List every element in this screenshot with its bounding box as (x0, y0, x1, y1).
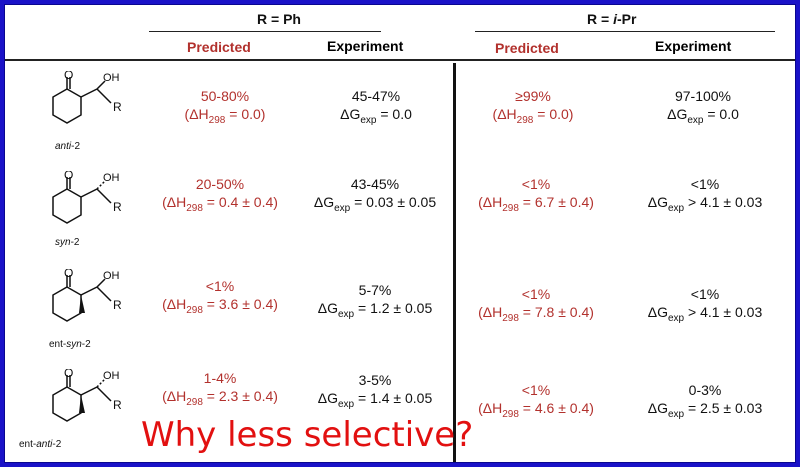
oxygen-atom: O (64, 269, 73, 280)
ph-predicted-row1: 50-80% (ΔH298 = 0.0) (184, 88, 266, 126)
ipr-predicted-row2: <1% (ΔH298 = 6.7 ± 0.4) (478, 176, 594, 214)
molecule-anti-2: O OH R (52, 71, 122, 124)
ph-predicted-row4: 1-4% (ΔH298 = 2.3 ± 0.4) (162, 370, 278, 408)
group-underline-ipr (475, 31, 775, 32)
molecule-syn-2: O OH R (52, 171, 122, 224)
oxygen-atom: O (64, 369, 73, 380)
compound-name-row2: syn-2 (55, 237, 80, 248)
data-table-figure: R = Ph R = i-Pr Predicted Experiment Pre… (4, 4, 796, 463)
oxygen-atom: O (64, 71, 73, 82)
ipr-experiment-row2: <1% ΔGexp > 4.1 ± 0.03 (647, 176, 763, 214)
ipr-predicted-row4: <1% (ΔH298 = 4.6 ± 0.4) (478, 382, 594, 420)
annotation-question: Why less selective? (141, 415, 474, 455)
ph-predicted-row2: 20-50% (ΔH298 = 0.4 ± 0.4) (162, 176, 278, 214)
ipr-experiment-row3: <1% ΔGexp > 4.1 ± 0.03 (647, 286, 763, 324)
experiment-header-ipr: Experiment (655, 38, 732, 54)
ipr-predicted-row3: <1% (ΔH298 = 7.8 ± 0.4) (478, 286, 594, 324)
column-divider (453, 63, 456, 462)
ipr-experiment-row1: 97-100% ΔGexp = 0.0 (667, 88, 739, 126)
molecule-ent-syn-2: O OH R (52, 269, 122, 322)
header-rule (5, 59, 795, 61)
r-group-label: R (113, 200, 122, 214)
hydroxyl-label: OH (103, 172, 120, 184)
ph-predicted-row3: <1% (ΔH298 = 3.6 ± 0.4) (162, 278, 278, 316)
group-header-ipr: R = i-Pr (587, 11, 637, 27)
compound-name-row4: ent-anti-2 (19, 439, 62, 450)
r-group-label: R (113, 100, 122, 114)
hydroxyl-label: OH (103, 370, 120, 382)
experiment-header-ph: Experiment (327, 38, 404, 54)
group-underline-ph (149, 31, 381, 32)
hydroxyl-label: OH (103, 72, 120, 84)
predicted-header-ipr: Predicted (495, 40, 559, 56)
ph-experiment-row3: 5-7% ΔGexp = 1.2 ± 0.05 (317, 282, 433, 320)
ipr-predicted-row1: ≥99% (ΔH298 = 0.0) (492, 88, 574, 126)
hydroxyl-label: OH (103, 270, 120, 282)
ph-experiment-row4: 3-5% ΔGexp = 1.4 ± 0.05 (317, 372, 433, 410)
oxygen-atom: O (64, 171, 73, 182)
group-header-ph: R = Ph (257, 11, 301, 27)
compound-name-row1: anti-2 (55, 141, 81, 152)
molecule-ent-anti-2: O OH R (52, 369, 122, 422)
r-group-label: R (113, 398, 122, 412)
r-group-label: R (113, 298, 122, 312)
ph-experiment-row1: 45-47% ΔGexp = 0.0 (340, 88, 412, 126)
predicted-header-ph: Predicted (187, 39, 251, 55)
ph-experiment-row2: 43-45% ΔGexp = 0.03 ± 0.05 (313, 176, 437, 214)
compound-name-row3: ent-syn-2 (49, 339, 91, 350)
ipr-experiment-row4: 0-3% ΔGexp = 2.5 ± 0.03 (647, 382, 763, 420)
